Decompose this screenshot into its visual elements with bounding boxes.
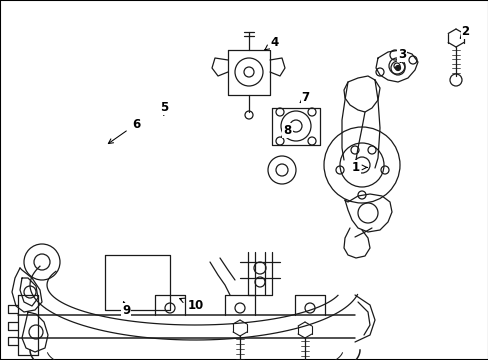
Text: 8: 8	[282, 124, 291, 137]
Text: 4: 4	[264, 36, 278, 50]
Text: 2: 2	[459, 25, 468, 38]
Text: 6: 6	[108, 118, 140, 144]
Text: 3: 3	[397, 48, 405, 62]
Circle shape	[395, 66, 400, 71]
Text: 9: 9	[122, 302, 130, 317]
Text: 7: 7	[300, 91, 309, 104]
Text: 1: 1	[351, 161, 366, 174]
Text: 10: 10	[179, 298, 203, 312]
Text: 5: 5	[160, 101, 167, 115]
